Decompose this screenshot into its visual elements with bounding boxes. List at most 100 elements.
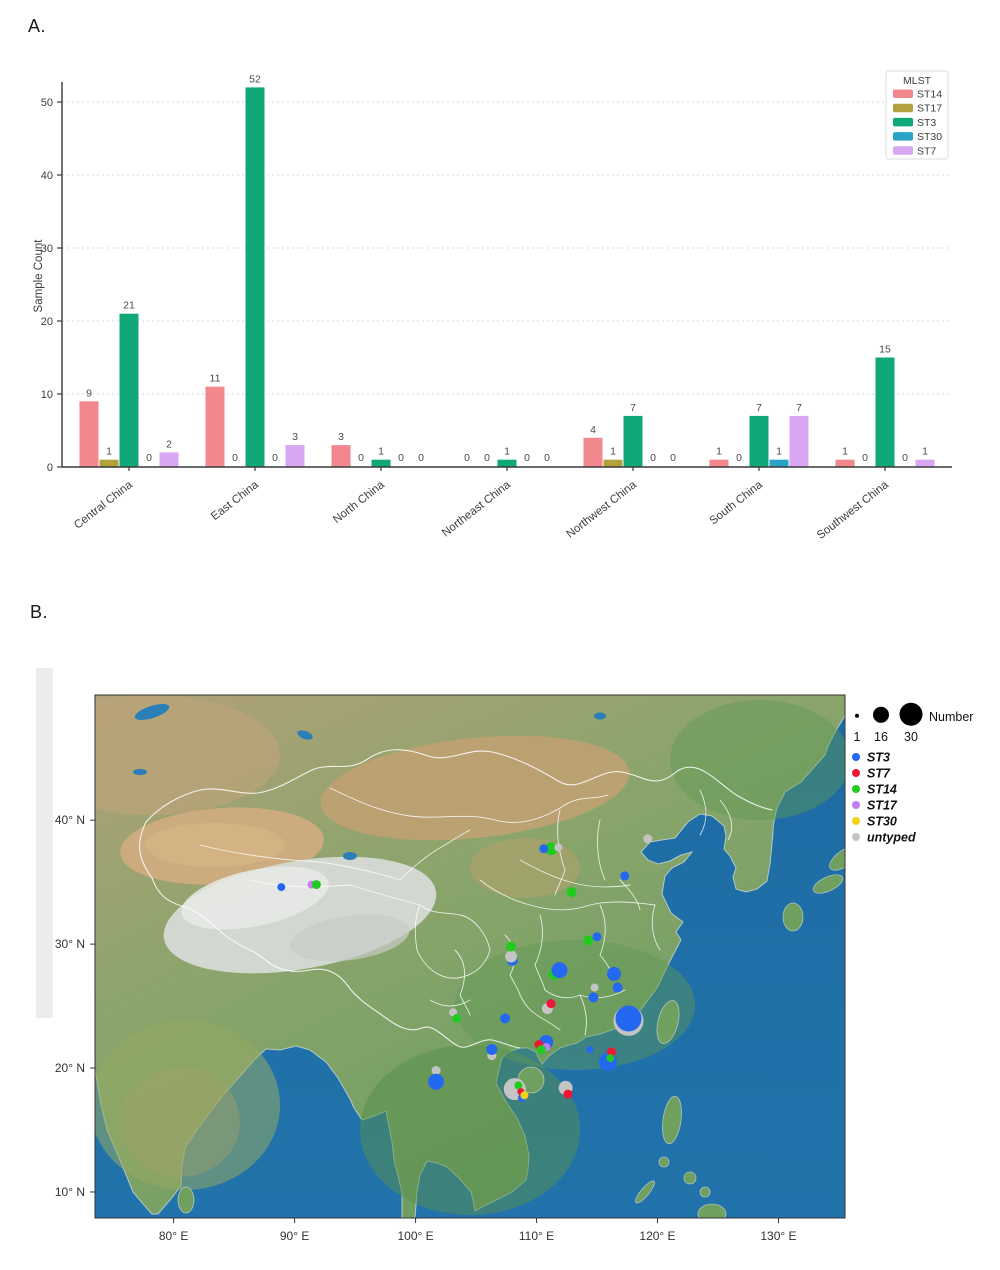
qinghai-lake xyxy=(343,852,357,860)
bar-value-label: 0 xyxy=(544,452,550,464)
mongolia-border xyxy=(329,787,609,823)
legend-swatch xyxy=(893,132,913,141)
bar-ST7 xyxy=(159,452,179,467)
size-legend-circle xyxy=(855,713,859,718)
bar-ST7 xyxy=(789,415,809,467)
bar-ST14 xyxy=(205,386,225,467)
mindanao-island xyxy=(697,1203,727,1218)
bar-ST30 xyxy=(769,459,789,467)
map-bubble-ST14 xyxy=(606,1054,615,1063)
bar-value-label: 1 xyxy=(922,446,928,458)
bar-value-label: 21 xyxy=(123,300,135,312)
bar-value-label: 0 xyxy=(902,452,908,464)
bar-value-label: 7 xyxy=(756,402,762,414)
luzon-island xyxy=(662,1095,682,1145)
x-tick-label: South China xyxy=(708,479,766,528)
st-legend-dot-untyped xyxy=(852,833,860,841)
map-bubble-ST7 xyxy=(563,1089,573,1099)
y-tick-label: 40 xyxy=(41,170,53,182)
map-y-tick-label: 40° N xyxy=(55,813,85,827)
bar-value-label: 0 xyxy=(358,452,364,464)
bar-value-label: 9 xyxy=(86,387,92,399)
bar-value-label: 2 xyxy=(166,438,172,450)
bar-legend: MLST ST14 ST17 ST3 ST30 ST7 xyxy=(885,70,949,160)
bar-value-label: 1 xyxy=(716,446,722,458)
bar-ST3 xyxy=(245,87,265,468)
legend-label: ST7 xyxy=(917,145,936,157)
bar-value-label: 52 xyxy=(249,73,261,85)
size-legend-circle xyxy=(899,702,923,726)
lake-north xyxy=(594,712,606,720)
bar-ST3 xyxy=(119,313,139,467)
bar-ST14 xyxy=(79,401,99,467)
bars-group xyxy=(79,87,935,468)
map-bubble-untyped xyxy=(643,834,653,844)
bar-value-label: 3 xyxy=(292,431,298,443)
left-gray-bar-artifact xyxy=(36,668,53,1018)
x-tick-label: Northeast China xyxy=(440,479,513,540)
lake-issyk-kul xyxy=(133,769,147,775)
legend-items: ST14 ST17 ST3 ST30 ST7 xyxy=(893,89,942,157)
bar-value-label: 0 xyxy=(232,452,238,464)
bar-value-label: 11 xyxy=(210,373,221,385)
size-legend-value: 16 xyxy=(874,730,888,744)
map-x-tick-label: 100° E xyxy=(397,1229,433,1243)
map-bubble-ST3 xyxy=(500,1013,511,1024)
y-tick-label: 20 xyxy=(41,316,53,328)
map-y-axis-ticks: 10° N 20° N 30° N 40° N xyxy=(55,813,95,1199)
bar-value-label: 1 xyxy=(610,446,616,458)
map-bubble-ST30 xyxy=(520,1091,529,1100)
bar-value-label: 4 xyxy=(590,424,596,436)
lakes xyxy=(133,704,606,860)
map-color-legend: ST3 ST7 ST14 ST17 ST30 untyped xyxy=(852,751,916,845)
map-bubble-ST7 xyxy=(546,999,556,1009)
map-bubble-ST3 xyxy=(615,1005,642,1032)
bar-value-label: 0 xyxy=(146,452,152,464)
st-legend-label: ST30 xyxy=(867,815,897,829)
map-bubble-ST14 xyxy=(536,1045,546,1054)
bar-ST3 xyxy=(749,415,769,467)
legend-title: MLST xyxy=(903,75,932,87)
st-legend-dot-ST30 xyxy=(852,817,860,825)
legend-label: ST3 xyxy=(917,117,936,129)
mindoro-island xyxy=(658,1156,670,1168)
map-bubble-ST3 xyxy=(486,1044,498,1055)
map-bubble-ST14 xyxy=(566,887,577,898)
map-x-tick-label: 80° E xyxy=(159,1229,188,1243)
bar-ST3 xyxy=(497,459,517,467)
bar-value-label: 0 xyxy=(398,452,404,464)
size-legend-value: 30 xyxy=(904,730,918,744)
bar-value-label: 1 xyxy=(378,446,384,458)
map-bubble-ST14 xyxy=(514,1081,523,1090)
legend-swatch xyxy=(893,89,913,98)
map-bubble-ST3 xyxy=(592,932,602,942)
map-bubble-untyped xyxy=(431,1066,441,1075)
x-axis-ticks: Central China East China North China Northe… xyxy=(72,467,891,542)
visayas-island xyxy=(683,1171,697,1185)
bar-ST17 xyxy=(99,459,119,467)
x-tick-label: North China xyxy=(331,479,387,527)
legend-swatch xyxy=(893,117,913,127)
st-legend-dot-ST7 xyxy=(852,769,860,777)
y-tick-label: 50 xyxy=(41,97,53,109)
bar-ST3 xyxy=(875,357,895,467)
map-x-tick-label: 130° E xyxy=(760,1229,796,1243)
bar-ST14 xyxy=(583,437,603,467)
st-legend-dot-ST14 xyxy=(852,785,860,793)
map-y-tick-label: 30° N xyxy=(55,937,85,951)
x-tick-label: Southwest China xyxy=(815,479,891,542)
map-bubble-ST14 xyxy=(452,1014,462,1023)
gridlines xyxy=(62,101,952,395)
bar-value-label: 0 xyxy=(650,452,656,464)
bar-value-label: 0 xyxy=(862,452,868,464)
x-tick-label: Northwest China xyxy=(564,479,639,541)
bar-value-label: 7 xyxy=(796,402,802,414)
st-legend-dot-ST17 xyxy=(852,801,860,809)
panel-b-label: B. xyxy=(30,602,49,622)
palawan-island xyxy=(635,1180,655,1204)
bar-ST14 xyxy=(709,459,729,467)
bar-value-label: 1 xyxy=(842,446,848,458)
map-bubble-ST14 xyxy=(583,935,594,946)
y-axis-ticks: 0 10 20 30 40 50 xyxy=(41,97,62,474)
